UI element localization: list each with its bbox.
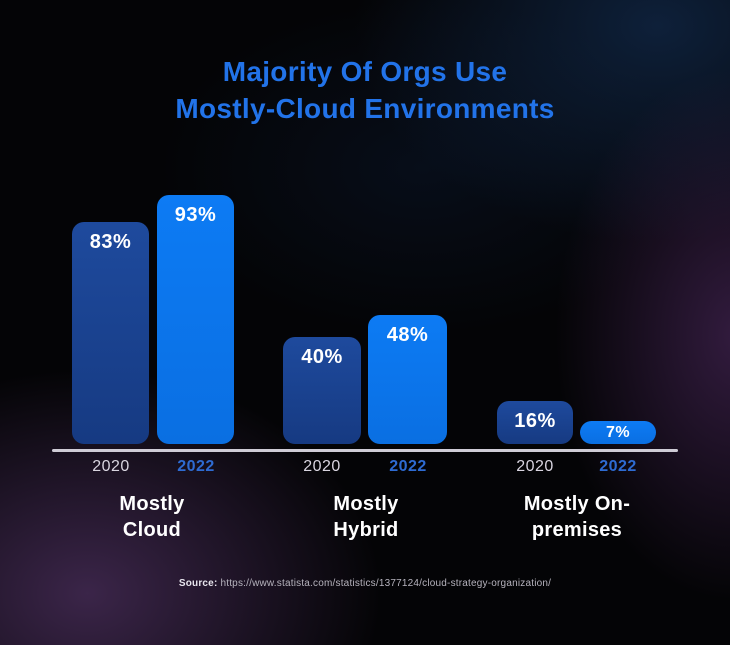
year-tick-2020: 2020 bbox=[516, 458, 554, 475]
bar-mostly-hybrid-2020: 40% bbox=[283, 337, 361, 444]
chart-title-line2: Mostly-Cloud Environments bbox=[175, 93, 555, 124]
year-tick-2022: 2022 bbox=[599, 458, 637, 475]
bar-value-label: 83% bbox=[89, 231, 132, 253]
category-label-mostly-onpremises: Mostly On- premises bbox=[487, 491, 667, 543]
baseline-axis bbox=[52, 449, 678, 452]
bar-mostly-onpremises-2022: 7% bbox=[580, 421, 656, 444]
bar-mostly-cloud-2022: 93% bbox=[157, 195, 234, 444]
year-tick-2020: 2020 bbox=[303, 458, 341, 475]
category-line: Mostly bbox=[119, 493, 185, 515]
bar-value-label: 7% bbox=[605, 423, 631, 441]
chart-title: Majority Of Orgs Use Mostly-Cloud Enviro… bbox=[0, 53, 730, 127]
category-line: Mostly On- bbox=[523, 493, 631, 515]
category-line: premises bbox=[531, 519, 623, 541]
bar-mostly-onpremises-2020: 16% bbox=[497, 401, 573, 444]
source-citation: Source: https://www.statista.com/statist… bbox=[0, 578, 730, 589]
bar-mostly-hybrid-2022: 48% bbox=[368, 315, 447, 444]
year-tick-2022: 2022 bbox=[389, 458, 427, 475]
bar-value-label: 48% bbox=[386, 324, 429, 346]
year-tick-2022: 2022 bbox=[177, 458, 215, 475]
bar-value-label: 93% bbox=[174, 204, 217, 226]
category-line: Cloud bbox=[122, 519, 182, 541]
category-line: Hybrid bbox=[333, 519, 399, 541]
source-url: https://www.statista.com/statistics/1377… bbox=[220, 578, 552, 589]
bar-value-label: 40% bbox=[301, 346, 343, 368]
chart-title-line1: Majority Of Orgs Use bbox=[222, 56, 508, 87]
source-label: Source: bbox=[178, 578, 218, 589]
category-label-mostly-hybrid: Mostly Hybrid bbox=[276, 491, 456, 543]
year-tick-2020: 2020 bbox=[92, 458, 130, 475]
bar-mostly-cloud-2020: 83% bbox=[72, 222, 149, 444]
category-label-mostly-cloud: Mostly Cloud bbox=[62, 491, 242, 543]
bar-value-label: 16% bbox=[514, 410, 556, 432]
category-line: Mostly bbox=[333, 493, 399, 515]
